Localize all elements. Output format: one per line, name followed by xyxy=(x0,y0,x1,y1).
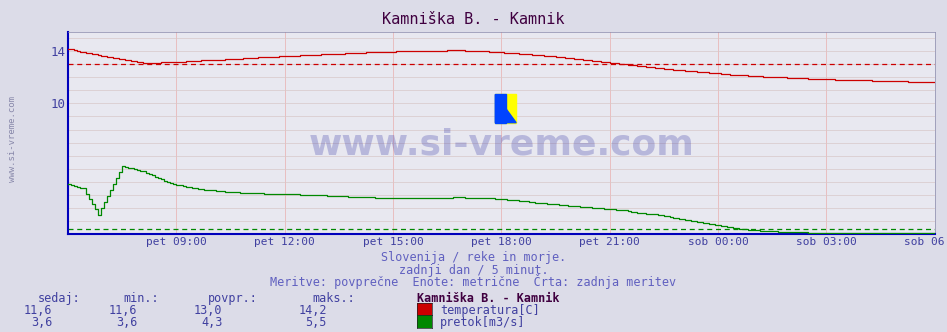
Text: Kamniška B. - Kamnik: Kamniška B. - Kamnik xyxy=(417,292,559,305)
Text: 5,5: 5,5 xyxy=(305,316,327,329)
Text: 4,3: 4,3 xyxy=(201,316,223,329)
Text: Meritve: povprečne  Enote: metrične  Črta: zadnja meritev: Meritve: povprečne Enote: metrične Črta:… xyxy=(271,274,676,289)
Text: maks.:: maks.: xyxy=(313,292,355,305)
Bar xyxy=(495,94,516,123)
Text: sedaj:: sedaj: xyxy=(38,292,80,305)
Polygon shape xyxy=(495,94,516,123)
Text: 14,2: 14,2 xyxy=(298,304,327,317)
Text: Slovenija / reke in morje.: Slovenija / reke in morje. xyxy=(381,251,566,264)
Text: www.si-vreme.com: www.si-vreme.com xyxy=(8,96,17,183)
Text: www.si-vreme.com: www.si-vreme.com xyxy=(309,128,694,162)
Text: povpr.:: povpr.: xyxy=(208,292,259,305)
Text: 13,0: 13,0 xyxy=(194,304,223,317)
Text: 11,6: 11,6 xyxy=(24,304,52,317)
Text: temperatura[C]: temperatura[C] xyxy=(440,304,540,317)
Text: 3,6: 3,6 xyxy=(30,316,52,329)
Text: pretok[m3/s]: pretok[m3/s] xyxy=(440,316,526,329)
Text: Kamniška B. - Kamnik: Kamniška B. - Kamnik xyxy=(383,12,564,27)
Text: 11,6: 11,6 xyxy=(109,304,137,317)
Bar xyxy=(495,94,506,123)
Text: zadnji dan / 5 minut.: zadnji dan / 5 minut. xyxy=(399,264,548,277)
Text: 3,6: 3,6 xyxy=(116,316,137,329)
Text: min.:: min.: xyxy=(123,292,159,305)
